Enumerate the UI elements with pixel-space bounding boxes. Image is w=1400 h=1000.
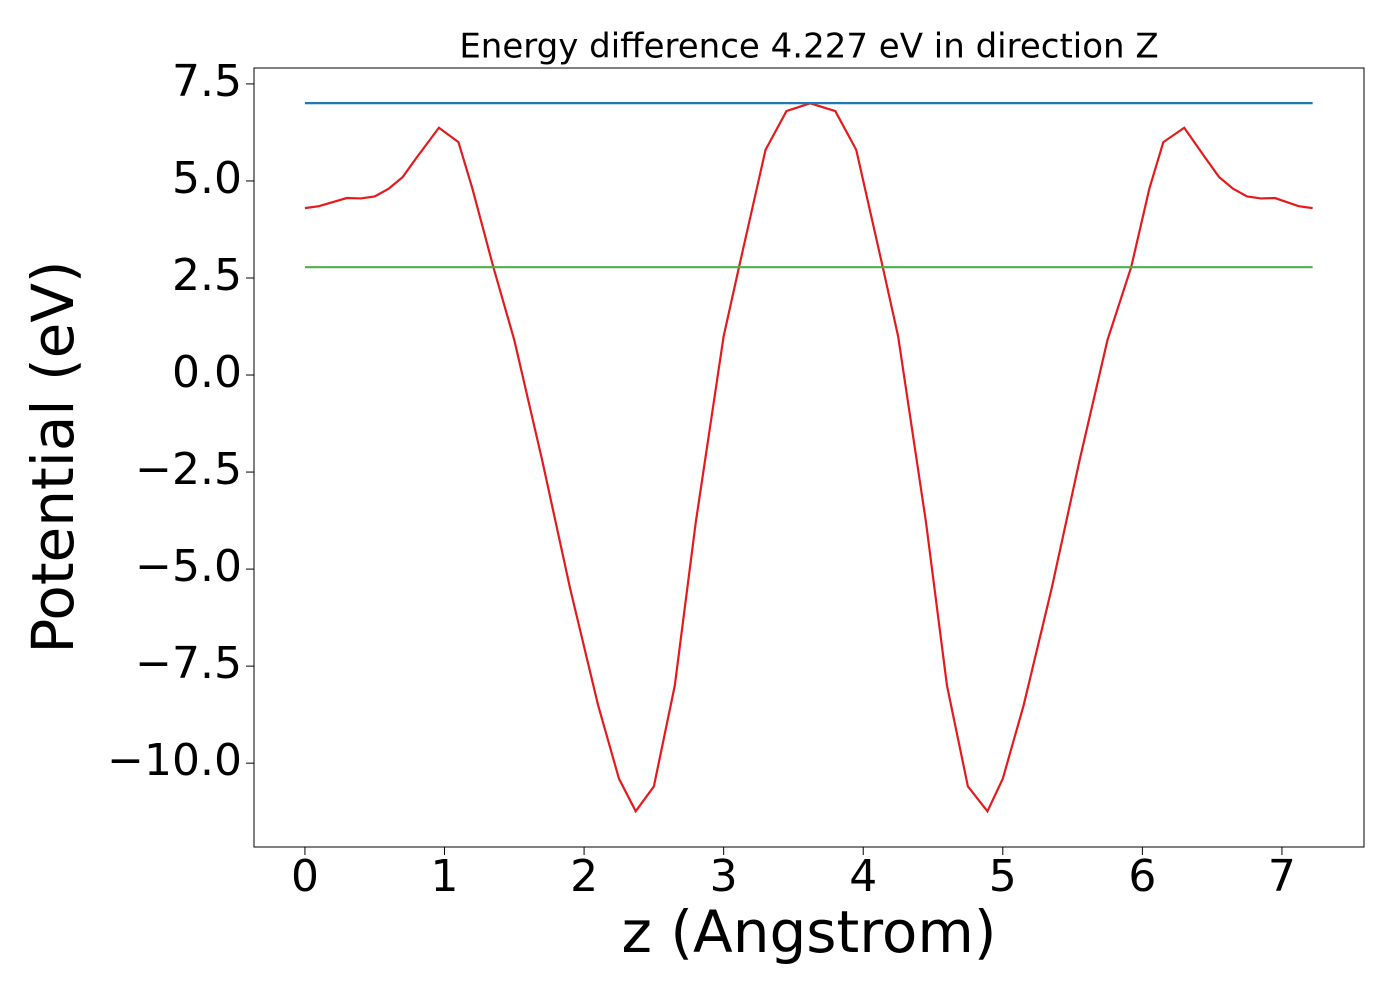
x-tick-label: 5 xyxy=(989,851,1017,902)
x-tick-label: 3 xyxy=(710,851,738,902)
x-tick-label: 2 xyxy=(570,851,598,902)
y-axis-label: Potential (eV) xyxy=(19,260,87,653)
data-line xyxy=(304,102,1313,814)
x-tick-label: 4 xyxy=(849,851,877,902)
x-axis-label: z (Angstrom) xyxy=(622,898,997,966)
plot-frame xyxy=(253,67,1365,848)
chart-title: Energy difference 4.227 eV in direction … xyxy=(459,27,1158,67)
x-tick-label: 1 xyxy=(431,851,459,902)
y-tick-label: −7.5 xyxy=(135,638,242,689)
y-tick-label: −5.0 xyxy=(135,541,242,592)
y-tick-label: 2.5 xyxy=(172,250,242,301)
y-tick-label: 5.0 xyxy=(172,153,242,204)
y-tick-label: −2.5 xyxy=(135,444,242,495)
x-tick-label: 6 xyxy=(1128,851,1156,902)
y-tick-label: 0.0 xyxy=(172,347,242,398)
y-tick-label: −10.0 xyxy=(107,735,242,786)
x-tick-label: 7 xyxy=(1268,851,1296,902)
y-tick-label: 7.5 xyxy=(172,56,242,107)
x-tick-label: 0 xyxy=(291,851,319,902)
